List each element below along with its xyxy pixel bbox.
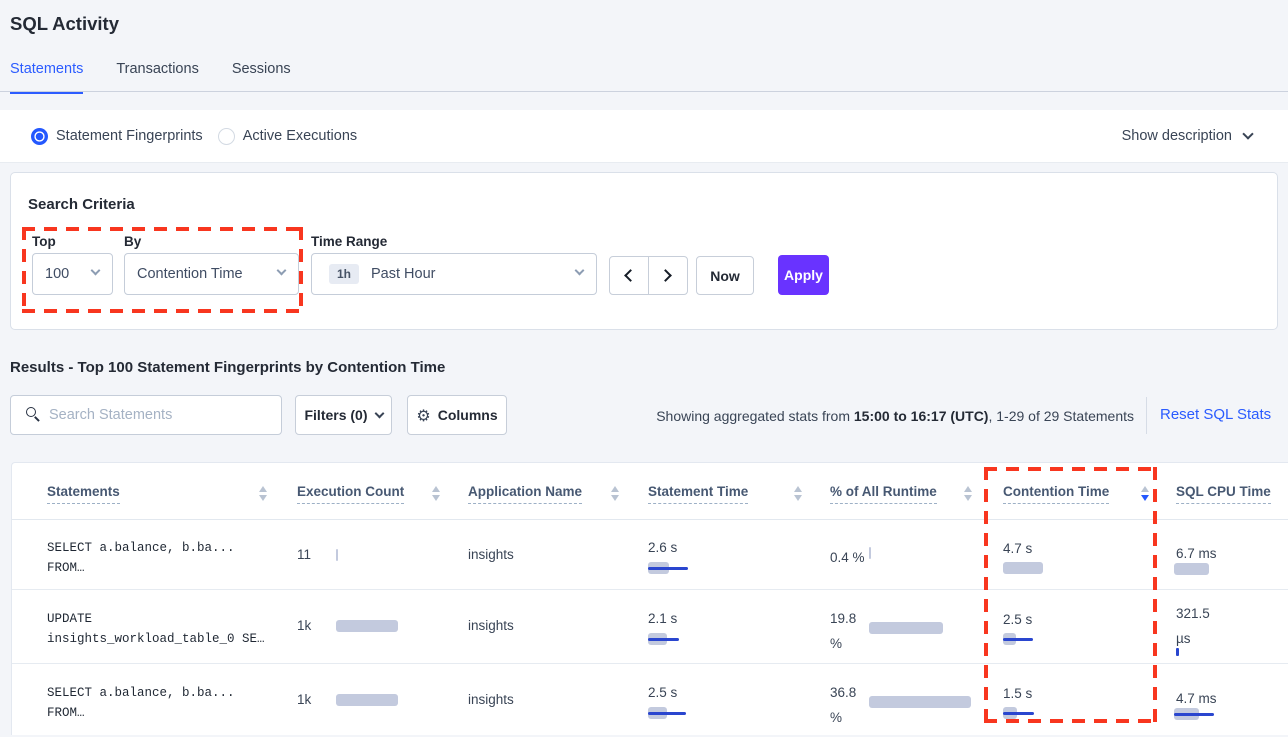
next-time-button[interactable] — [649, 257, 688, 294]
filters-label: Filters (0) — [304, 407, 368, 423]
chevron-left-icon — [624, 269, 638, 282]
time-range-badge: 1h — [329, 264, 360, 284]
tab-transactions[interactable]: Transactions — [116, 61, 199, 77]
sort-icons[interactable] — [794, 486, 803, 501]
annotation-box-top-by — [22, 227, 303, 313]
statement-fingerprint-link[interactable]: SELECT a.balance, b.ba... FROM… — [47, 686, 235, 720]
now-button[interactable]: Now — [696, 256, 754, 295]
chevron-right-icon — [659, 269, 673, 282]
annotation-box-contention-column — [984, 467, 1157, 723]
tab-sessions[interactable]: Sessions — [231, 61, 291, 77]
sort-icons[interactable] — [611, 486, 620, 501]
sql-cpu-time-value: 321.5 µs — [1176, 606, 1210, 646]
column-header-execution-count[interactable]: Execution Count — [297, 484, 405, 504]
time-range-select[interactable]: 1h Past Hour — [311, 253, 597, 295]
execution-count-value: 1k — [297, 618, 312, 633]
column-header-application-name[interactable]: Application Name — [468, 484, 583, 504]
filters-button[interactable]: Filters (0) — [295, 395, 392, 435]
view-mode-bar: Statement Fingerprints Active Executions… — [0, 110, 1288, 163]
sql-cpu-time-value: 4.7 ms — [1176, 691, 1217, 706]
radio-unselected-icon — [217, 127, 235, 145]
reset-sql-stats-link[interactable]: Reset SQL Stats — [1160, 406, 1272, 423]
search-input[interactable] — [10, 395, 282, 435]
execution-count-value: 11 — [297, 547, 312, 562]
pct-runtime-value: 0.4 % — [830, 550, 865, 565]
show-description-toggle[interactable]: Show description — [1121, 110, 1254, 162]
pct-runtime-value: 19.8 % — [830, 611, 857, 651]
sort-icons[interactable] — [432, 486, 441, 501]
gear-icon: ⚙ — [416, 405, 431, 425]
tab-statements[interactable]: Statements — [10, 61, 84, 94]
statement-time-value: 2.1 s — [648, 611, 678, 626]
application-name-value[interactable]: insights — [468, 547, 514, 562]
radio-label: Statement Fingerprints — [56, 128, 203, 144]
radio-label: Active Executions — [242, 128, 358, 144]
statement-time-value: 2.6 s — [648, 540, 678, 555]
column-header-sql-cpu-time[interactable]: SQL CPU Time — [1176, 484, 1271, 504]
radio-active-executions[interactable]: Active Executions — [217, 127, 358, 145]
columns-button[interactable]: ⚙ Columns — [407, 395, 507, 435]
radio-statement-fingerprints[interactable]: Statement Fingerprints — [31, 127, 203, 145]
sort-icons[interactable] — [964, 486, 973, 501]
table-row: UPDATE insights_workload_table_0 SE… 1k i… — [12, 589, 1288, 663]
statement-fingerprint-link[interactable]: UPDATE insights_workload_table_0 SE… — [47, 612, 265, 646]
radio-selected-icon — [31, 127, 48, 145]
time-nav-group — [609, 256, 688, 295]
application-name-value[interactable]: insights — [468, 618, 514, 633]
header-divider — [12, 519, 1288, 520]
statement-fingerprint-link[interactable]: SELECT a.balance, b.ba... FROM… — [47, 541, 235, 575]
apply-button[interactable]: Apply — [778, 255, 829, 295]
tab-bar: Statements Transactions Sessions — [10, 61, 291, 94]
column-header-statement-time[interactable]: Statement Time — [648, 484, 749, 504]
application-name-value[interactable]: insights — [468, 692, 514, 707]
page-title: SQL Activity — [10, 13, 119, 34]
search-statements-input[interactable] — [10, 395, 282, 435]
pct-runtime-value: 36.8 % — [830, 685, 857, 725]
view-mode-toggle: Statement Fingerprints Active Executions — [31, 110, 357, 162]
search-icon — [26, 407, 36, 417]
divider — [1146, 397, 1147, 434]
show-description-label: Show description — [1121, 128, 1232, 144]
sql-cpu-time-value: 6.7 ms — [1176, 546, 1217, 561]
chevron-down-icon — [374, 408, 384, 418]
column-header-statements[interactable]: Statements — [47, 484, 120, 504]
statement-time-value: 2.5 s — [648, 685, 678, 700]
sort-icons[interactable] — [259, 486, 268, 501]
showing-stats-text: Showing aggregated stats from 15:00 to 1… — [656, 408, 1134, 424]
column-header-pct-runtime[interactable]: % of All Runtime — [830, 484, 937, 504]
chevron-down-icon — [1242, 128, 1254, 140]
tab-bar-divider — [0, 91, 1288, 92]
time-range-label: Time Range — [311, 234, 388, 249]
columns-label: Columns — [437, 407, 498, 423]
chevron-down-icon — [574, 265, 585, 276]
prev-time-button[interactable] — [610, 257, 649, 294]
time-range-value: Past Hour — [371, 266, 436, 282]
search-criteria-title: Search Criteria — [28, 196, 135, 213]
results-heading: Results - Top 100 Statement Fingerprints… — [10, 359, 446, 376]
execution-count-value: 1k — [297, 692, 312, 707]
